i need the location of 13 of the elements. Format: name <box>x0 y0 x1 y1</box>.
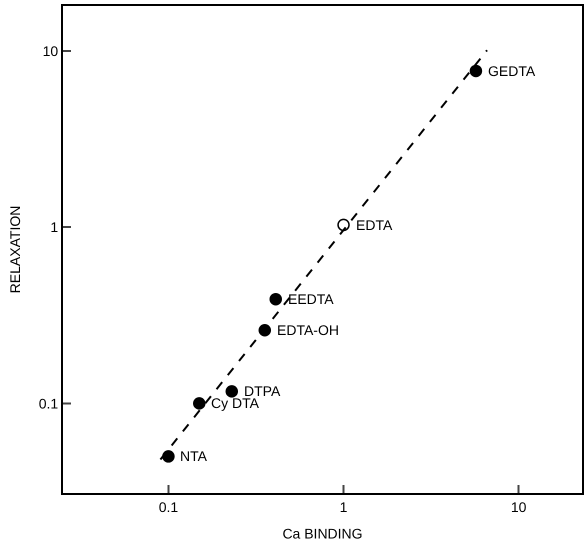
annotation: EDTA-OH <box>277 322 339 338</box>
annotation: EEDTA <box>288 291 334 307</box>
x-tick-label: 10 <box>510 498 527 515</box>
y-tick-label: 10 <box>42 42 58 59</box>
annotation: NTA <box>180 448 208 464</box>
y-tick-label: 0.1 <box>38 395 58 412</box>
annotation: GEDTA <box>488 63 536 79</box>
annotation: EDTA <box>356 217 393 233</box>
y-tick-label: 1 <box>50 219 58 236</box>
x-axis-title: Ca BINDING <box>282 526 363 542</box>
x-tick-label: 0.1 <box>158 498 178 515</box>
x-tick-label: 1 <box>340 498 348 515</box>
y-axis-title: RELAXATION <box>6 206 23 294</box>
